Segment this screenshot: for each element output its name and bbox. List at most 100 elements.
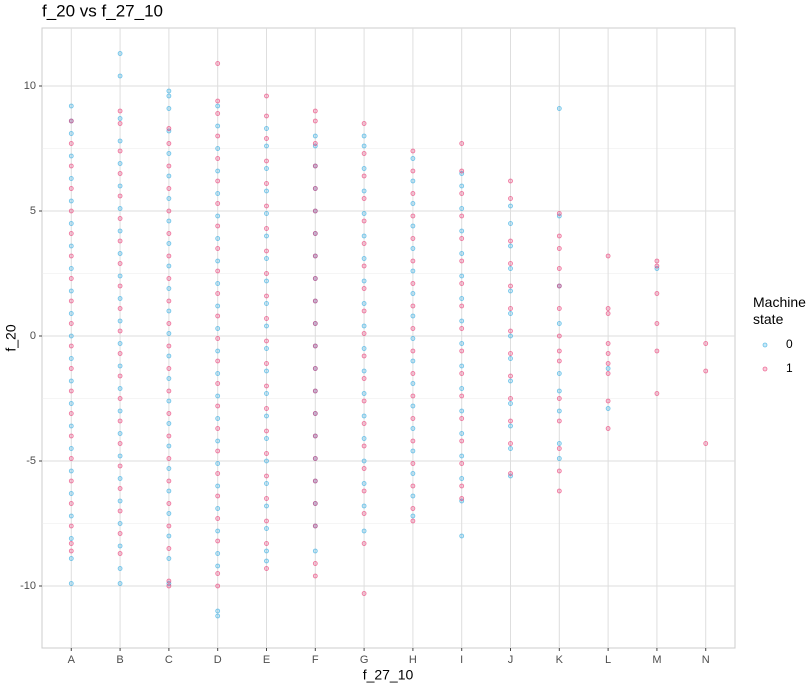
point xyxy=(508,401,513,406)
point xyxy=(117,521,123,526)
point xyxy=(264,316,269,321)
point xyxy=(264,436,269,441)
point xyxy=(312,141,318,146)
point xyxy=(410,493,416,499)
point xyxy=(410,506,416,511)
point xyxy=(166,263,172,269)
point xyxy=(361,121,367,126)
point xyxy=(166,443,172,449)
point xyxy=(556,371,562,376)
point xyxy=(215,156,221,161)
point xyxy=(312,411,318,416)
point xyxy=(215,528,221,534)
point xyxy=(166,556,172,561)
point xyxy=(264,126,269,131)
point xyxy=(654,263,660,269)
point xyxy=(68,378,74,384)
x-axis-label: f_27_10 xyxy=(363,667,414,683)
point xyxy=(215,571,221,576)
point xyxy=(264,413,269,419)
point xyxy=(459,431,465,436)
point xyxy=(361,353,367,359)
point xyxy=(605,398,611,404)
point xyxy=(459,191,465,196)
point xyxy=(166,466,172,471)
point xyxy=(264,383,269,389)
point xyxy=(361,173,367,179)
point xyxy=(68,468,74,474)
point xyxy=(459,393,465,399)
point xyxy=(410,513,416,519)
point xyxy=(312,548,318,554)
point xyxy=(459,371,465,376)
point xyxy=(166,353,172,359)
point xyxy=(605,361,611,366)
x-tick-label: H xyxy=(409,654,417,666)
point xyxy=(215,613,221,619)
point xyxy=(117,351,123,356)
point xyxy=(556,246,562,251)
point xyxy=(215,416,221,421)
point xyxy=(556,418,562,424)
point xyxy=(215,551,221,556)
point xyxy=(459,296,465,301)
point xyxy=(361,541,367,546)
point xyxy=(508,203,513,209)
x-tick-label: L xyxy=(605,654,611,666)
point xyxy=(556,321,562,326)
point xyxy=(361,503,367,509)
x-tick-label: E xyxy=(263,654,270,666)
point xyxy=(556,358,562,364)
point xyxy=(508,351,513,356)
point xyxy=(68,163,74,169)
point xyxy=(312,343,318,349)
point xyxy=(459,251,465,256)
point xyxy=(166,388,172,394)
point xyxy=(68,366,74,371)
point xyxy=(556,233,562,239)
point xyxy=(312,298,318,304)
point xyxy=(410,438,416,444)
point xyxy=(264,391,269,396)
point xyxy=(361,278,367,284)
point xyxy=(264,166,269,171)
point xyxy=(215,563,221,569)
point xyxy=(166,583,172,589)
point xyxy=(361,436,367,441)
point xyxy=(410,291,416,296)
point xyxy=(264,188,269,194)
point xyxy=(361,331,367,336)
point xyxy=(166,93,172,99)
point xyxy=(68,253,74,259)
point xyxy=(508,328,513,334)
point xyxy=(166,488,172,494)
point xyxy=(68,311,74,316)
point xyxy=(117,51,123,56)
point xyxy=(459,348,465,354)
point xyxy=(361,188,367,194)
point xyxy=(361,481,367,486)
point xyxy=(508,196,513,201)
point xyxy=(166,253,172,259)
point xyxy=(264,113,269,119)
point xyxy=(264,496,269,501)
point xyxy=(166,218,172,224)
point xyxy=(215,371,221,376)
point xyxy=(68,536,74,541)
point xyxy=(117,551,123,556)
point xyxy=(361,528,367,534)
point xyxy=(361,368,367,374)
point xyxy=(117,171,123,176)
point xyxy=(215,448,221,454)
point xyxy=(556,283,562,289)
point xyxy=(605,253,611,259)
point xyxy=(410,483,416,489)
point xyxy=(361,391,367,396)
point xyxy=(361,308,367,314)
point xyxy=(508,311,513,316)
point xyxy=(264,548,269,554)
point xyxy=(68,176,74,181)
point xyxy=(68,433,74,439)
point xyxy=(117,498,123,504)
point xyxy=(605,371,611,376)
